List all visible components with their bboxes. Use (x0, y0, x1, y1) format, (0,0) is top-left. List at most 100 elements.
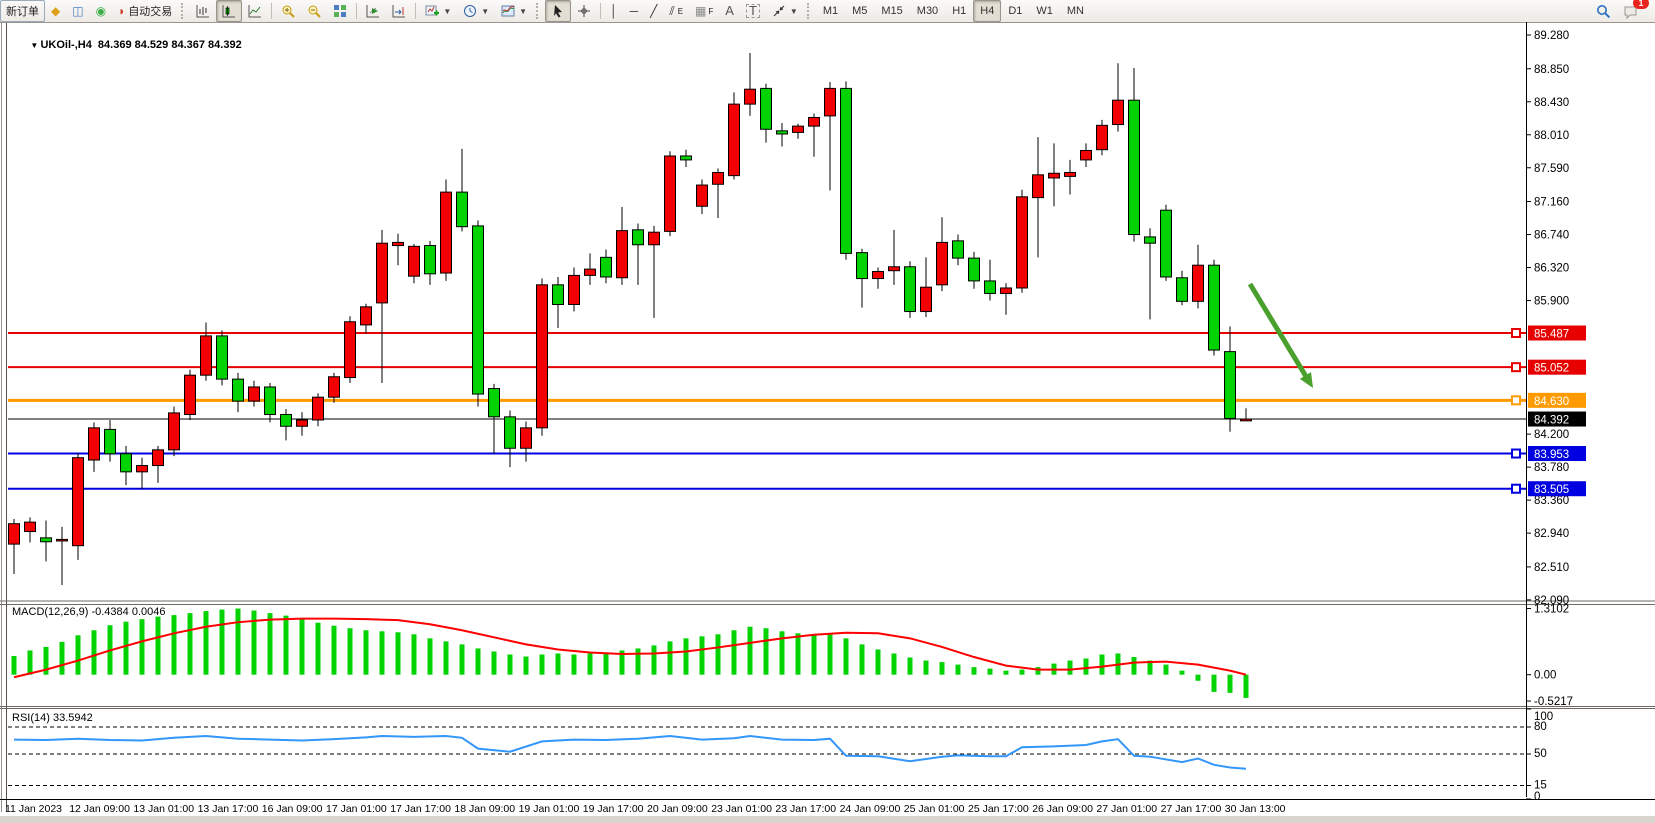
down-arrow-head (1299, 372, 1313, 388)
bull-candle (792, 125, 804, 133)
chat-notifications-button[interactable]: 1 (1617, 0, 1649, 22)
macd-histogram-bar (347, 628, 353, 675)
auto-scroll-icon[interactable] (360, 0, 386, 22)
new-order-button[interactable]: 新订单 (0, 0, 45, 22)
zoom-out-button[interactable] (301, 0, 327, 22)
macd-histogram-bar (779, 631, 785, 675)
bear-candle (680, 155, 692, 161)
macd-histogram-bar (139, 619, 145, 675)
trendline-tool-button[interactable]: ╱ (650, 4, 658, 18)
chart-window[interactable]: ▼ UKOil-,H4 84.369 84.529 84.367 84.392 … (0, 22, 1655, 823)
bull-candle (88, 427, 100, 461)
timeframe-button-m30[interactable]: M30 (916, 5, 939, 17)
bear-candle (488, 388, 500, 418)
time-axis-label: 18 Jan 09:00 (454, 803, 515, 815)
macd-histogram-bar (491, 651, 497, 675)
horizontal-line-tool-button[interactable]: ─ (629, 4, 639, 18)
fibonacci-tool-button[interactable]: ▦ F (695, 4, 714, 18)
bull-candle (888, 266, 900, 272)
dropdown-caret-icon: ▼ (481, 6, 490, 16)
timeframe-button-d1[interactable]: D1 (1008, 5, 1023, 17)
bull-candle (696, 184, 708, 207)
price-axis-label: 82.940 (1534, 528, 1569, 540)
line-anchor-marker[interactable] (1511, 327, 1521, 338)
bear-candle (232, 378, 244, 402)
periods-button[interactable]: ▼ (457, 0, 495, 22)
search-icon[interactable] (1590, 0, 1617, 22)
toolbar-handle[interactable] (181, 3, 187, 19)
macd-histogram-bar (971, 667, 977, 675)
community-icon[interactable]: ◫ (72, 4, 84, 18)
chart-canvas[interactable]: 89.280 88.850 88.430 88.010 87.590 87.160 86.7… (0, 22, 1655, 823)
text-tool-button[interactable]: A (725, 3, 734, 18)
tile-windows-icon[interactable] (327, 0, 353, 22)
macd-histogram-bar (411, 634, 417, 675)
toolbar-handle[interactable] (536, 3, 542, 19)
toolbar-handle[interactable] (806, 3, 813, 19)
macd-histogram-bar (763, 628, 769, 675)
timeframe-button-mn[interactable]: MN (1066, 5, 1084, 17)
wallet-icon[interactable]: ◆ (51, 4, 61, 18)
bear-candle (1208, 264, 1220, 351)
timeframe-button-m5[interactable]: M5 (852, 5, 868, 17)
time-axis-label: 27 Jan 01:00 (1096, 803, 1157, 815)
bull-candle (744, 88, 756, 105)
timeframe-button-m1[interactable]: M1 (822, 5, 839, 17)
line-chart-mode-icon[interactable] (242, 0, 268, 22)
bull-candle (1080, 149, 1092, 161)
dropdown-caret-icon: ▼ (443, 6, 452, 16)
price-axis-label: 84.200 (1534, 429, 1569, 441)
bull-candle (648, 231, 660, 246)
macd-histogram-bar (1131, 657, 1137, 675)
rsi-indicator-label: RSI(14) 33.5942 (12, 712, 93, 724)
macd-histogram-bar (555, 653, 561, 675)
macd-histogram-bar (571, 654, 577, 675)
bar-chart-mode-icon[interactable] (190, 0, 216, 22)
vertical-line-tool-button[interactable]: │ (610, 4, 618, 18)
rsi-axis-label: 0 (1534, 791, 1540, 803)
timeframe-button-m15[interactable]: M15 (881, 5, 903, 17)
bear-candle (216, 335, 228, 380)
line-anchor-marker[interactable] (1511, 448, 1521, 459)
collapse-triangle-icon[interactable]: ▼ (30, 41, 41, 50)
bear-candle (952, 240, 964, 259)
zoom-in-button[interactable] (275, 0, 301, 22)
text-label-tool-button[interactable]: T (740, 0, 766, 22)
macd-histogram-bar (619, 650, 625, 675)
macd-histogram-bar (827, 633, 833, 675)
cursor-tool-button[interactable] (545, 0, 572, 22)
price-tag (1528, 481, 1586, 497)
bull-candle (824, 87, 836, 117)
down-arrow-annotation[interactable] (1247, 282, 1310, 381)
arrows-tool-button[interactable]: ▼ (766, 0, 804, 22)
crosshair-tool-button[interactable] (571, 0, 597, 22)
price-tag-label: 84.630 (1534, 396, 1569, 408)
bear-candle (776, 130, 788, 135)
chart-symbol-title: ▼ UKOil-,H4 84.369 84.529 84.367 84.392 (30, 39, 242, 51)
timeframe-button-w1[interactable]: W1 (1036, 5, 1053, 17)
bear-candle (104, 428, 116, 455)
bull-candle (1192, 264, 1204, 302)
price-tag (1528, 411, 1586, 427)
line-anchor-marker[interactable] (1511, 483, 1521, 494)
line-anchor-marker[interactable] (1511, 395, 1521, 406)
chart-shift-icon[interactable] (386, 0, 412, 22)
bull-candle (1112, 99, 1124, 126)
timeframe-button-h4[interactable]: H4 (973, 0, 1002, 22)
candle-chart-mode-icon[interactable] (216, 0, 243, 22)
new-chart-button[interactable]: ▼ (419, 0, 457, 22)
macd-histogram-bar (27, 650, 33, 675)
line-anchor-marker[interactable] (1511, 362, 1521, 373)
templates-button[interactable]: ▼ (495, 0, 533, 22)
new-order-label: 新订单 (6, 6, 39, 18)
time-axis-label: 16 Jan 09:00 (262, 803, 323, 815)
signals-icon[interactable]: ◉ (95, 4, 107, 18)
chart-background (0, 22, 1655, 823)
price-axis-label: 85.900 (1534, 296, 1569, 308)
channel-tool-button[interactable]: ⫽ E (669, 4, 684, 18)
bear-candle (984, 280, 996, 294)
macd-histogram-bar (1163, 664, 1169, 675)
auto-trading-button[interactable]: ◗ 自动交易 (112, 0, 178, 22)
timeframe-button-h1[interactable]: H1 (952, 5, 967, 17)
